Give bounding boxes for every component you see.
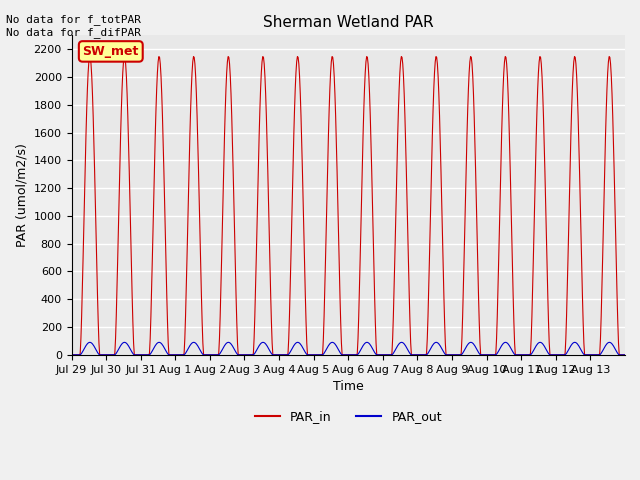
PAR_out [406, 350, 414, 356]
PAR_in [68, 352, 76, 358]
PAR_out [262, 342, 270, 348]
PAR_in [235, 352, 243, 358]
PAR_in [621, 352, 629, 358]
Text: SW_met: SW_met [83, 45, 139, 58]
PAR_out [284, 352, 291, 358]
PAR_out [437, 344, 445, 350]
PAR_out [68, 352, 76, 358]
Legend: PAR_in, PAR_out: PAR_in, PAR_out [250, 406, 447, 429]
PAR_in [284, 352, 291, 358]
PAR_in [86, 54, 93, 60]
PAR_in [406, 319, 414, 325]
PAR_out [235, 352, 243, 358]
PAR_in [262, 113, 270, 119]
PAR_out [133, 352, 141, 358]
PAR_in [133, 352, 141, 358]
PAR_out [86, 339, 93, 345]
Line: PAR_in: PAR_in [72, 57, 625, 355]
Line: PAR_out: PAR_out [72, 342, 625, 355]
PAR_in [437, 168, 445, 174]
X-axis label: Time: Time [333, 380, 364, 393]
PAR_out [621, 352, 629, 358]
Y-axis label: PAR (umol/m2/s): PAR (umol/m2/s) [15, 143, 28, 247]
Title: Sherman Wetland PAR: Sherman Wetland PAR [263, 15, 433, 30]
Text: No data for f_totPAR
No data for f_difPAR: No data for f_totPAR No data for f_difPA… [6, 14, 141, 38]
